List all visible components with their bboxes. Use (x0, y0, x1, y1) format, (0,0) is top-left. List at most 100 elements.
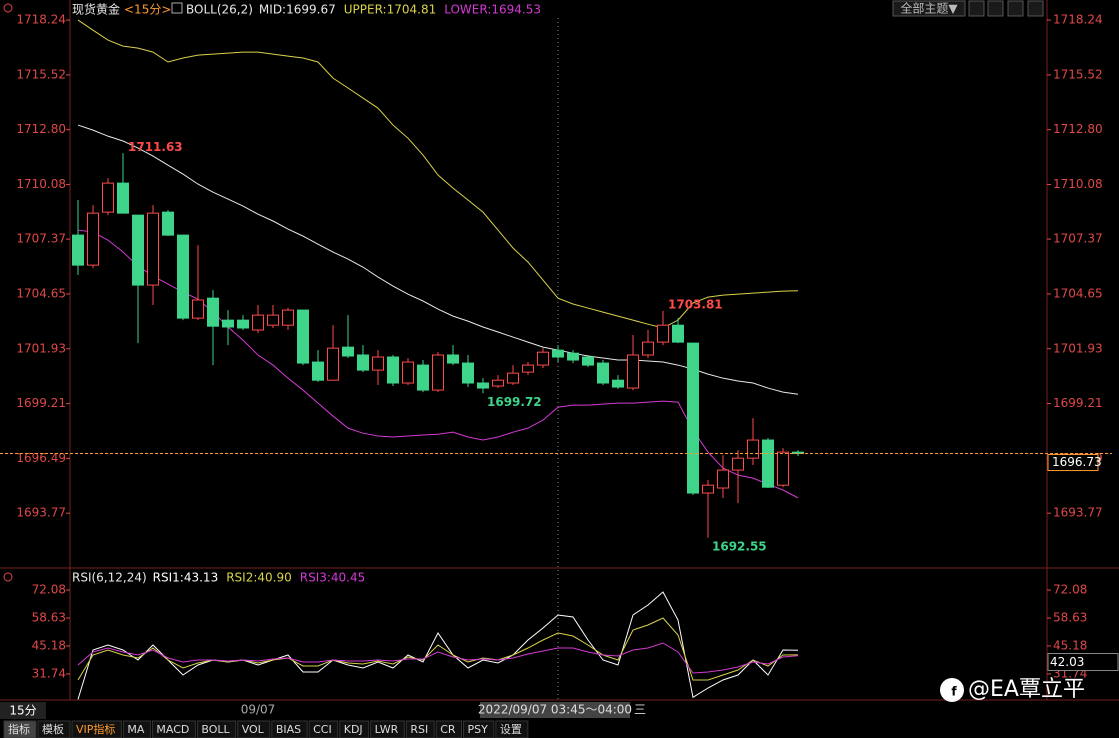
candle-body (237, 319, 249, 329)
indicator-line (77, 642, 799, 674)
candle-body (162, 211, 174, 236)
candle-body (327, 347, 339, 381)
candle-body (597, 362, 609, 384)
tab-label[interactable]: BIAS (276, 723, 301, 736)
y-tick-label: 1718.24 (1053, 13, 1103, 27)
crosshair-box (480, 702, 630, 718)
last-price-label: 1696.73 (1052, 455, 1102, 469)
tab-label[interactable]: MACD (156, 723, 189, 736)
legend-name: UPPER: (344, 3, 387, 17)
tab[interactable] (370, 720, 405, 738)
y-tick-label: 1710.08 (16, 177, 66, 191)
facebook-glyph: f (951, 685, 957, 699)
tab[interactable] (271, 720, 308, 738)
indicator-icon[interactable] (171, 2, 183, 14)
tab-label[interactable]: CCI (313, 723, 332, 736)
tab[interactable] (37, 720, 71, 738)
y-tick-label: 1701.93 (16, 341, 66, 355)
tab[interactable] (339, 720, 370, 738)
candle-body (462, 362, 474, 384)
candle-body (267, 314, 279, 326)
y-tick-label: 1712.80 (16, 122, 66, 136)
period-box[interactable] (0, 702, 46, 719)
candle-body (312, 361, 324, 381)
candle-body (762, 439, 774, 488)
y-tick-label: 1704.65 (16, 286, 66, 300)
watermark: @EA覃立平 (968, 677, 1085, 702)
y-tick-label: 1693.77 (16, 506, 66, 520)
candle-body (477, 382, 489, 389)
candle-body (627, 354, 639, 389)
indicator-line (77, 591, 799, 700)
y-tick-label: 1693.77 (1053, 506, 1103, 520)
candle-body (282, 309, 294, 326)
tab[interactable] (71, 720, 122, 738)
tab[interactable] (3, 720, 37, 738)
legend-name: RSI3: (300, 571, 331, 585)
tab-bar: 指标 模板 VIP指标 MA MACD BOLL VOL BIAS CCI KDJ LWR RSI CR… (3, 720, 529, 738)
candle-body (582, 356, 594, 366)
tab-label[interactable]: VOL (242, 723, 265, 736)
tab[interactable] (463, 720, 495, 738)
high-label: 1703.81 (668, 297, 723, 311)
candle-body (402, 361, 414, 384)
tab-label[interactable]: RSI (410, 723, 428, 736)
candle-body (687, 342, 699, 494)
panel-icon[interactable] (3, 3, 13, 13)
tab-label[interactable]: 模板 (42, 722, 64, 736)
crosshair-value-box (1047, 653, 1119, 672)
legend-name: RSI2: (226, 571, 257, 585)
indicator-title: RSI(6,12,24) (72, 571, 147, 585)
tab-label[interactable]: VIP指标 (76, 722, 115, 736)
low-label: 1699.72 (487, 395, 542, 409)
tab[interactable] (237, 720, 271, 738)
candle-body (117, 182, 129, 214)
candle-body (717, 469, 729, 489)
candle-body (102, 182, 114, 213)
tab[interactable] (495, 720, 529, 738)
last-price-box (1047, 454, 1099, 472)
legend-name: RSI1: (153, 571, 184, 585)
tab-label[interactable]: 设置 (500, 723, 522, 736)
tab[interactable] (151, 720, 196, 738)
tab[interactable] (196, 720, 237, 738)
tab[interactable] (308, 720, 339, 738)
window-button[interactable] (1027, 0, 1044, 17)
tab[interactable] (435, 720, 463, 738)
tab[interactable] (405, 720, 435, 738)
indicator-line (77, 124, 799, 395)
crosshair-menu: 三 (634, 703, 646, 717)
tab-label[interactable]: PSY (468, 723, 489, 736)
period-label[interactable]: <15分> (124, 3, 171, 17)
window-button[interactable] (1007, 0, 1024, 17)
theme-button[interactable] (892, 0, 966, 17)
panel-icon[interactable] (3, 572, 13, 582)
crosshair-value: 42.03 (1050, 655, 1084, 669)
candle-body (297, 309, 309, 364)
period[interactable]: 15分 (9, 704, 36, 718)
candle-body (507, 372, 519, 384)
candle-body (612, 379, 624, 388)
candle-body (417, 364, 429, 391)
tab[interactable] (122, 720, 151, 738)
tab-label[interactable]: LWR (375, 723, 399, 736)
candle-body (432, 354, 444, 391)
window-button[interactable] (968, 0, 985, 17)
window-button[interactable] (987, 0, 1004, 17)
candle-body (447, 354, 459, 364)
candle-body (747, 439, 759, 459)
indicator-line (77, 617, 799, 681)
y-tick-label: 1699.21 (16, 396, 66, 410)
y-tick-label: 45.18 (32, 638, 66, 652)
tab-label[interactable]: 指标 (8, 722, 30, 736)
tab-label[interactable]: CR (440, 723, 456, 736)
tab-label[interactable]: MA (127, 723, 144, 736)
tab-label[interactable]: KDJ (344, 723, 363, 736)
tab-label[interactable]: BOLL (201, 723, 230, 736)
theme-button-label[interactable]: 全部主题▼ (900, 1, 958, 16)
y-tick-label: 1701.93 (1053, 341, 1103, 355)
y-tick-label: 1718.24 (16, 13, 66, 27)
y-tick-label: 58.63 (1053, 610, 1087, 624)
legend-value: 1699.67 (286, 3, 336, 17)
